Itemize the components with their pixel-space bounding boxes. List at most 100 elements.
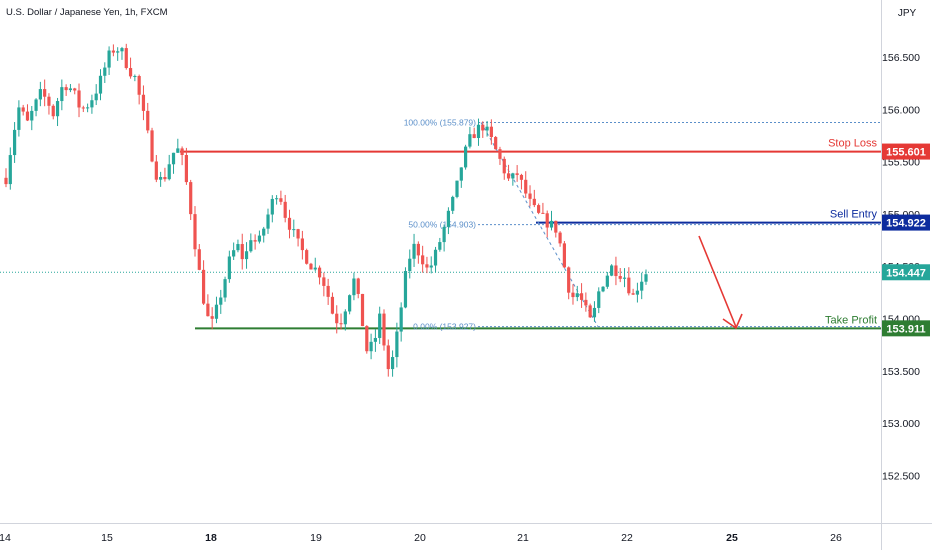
candle-body: [335, 313, 339, 324]
candle-body: [214, 304, 219, 319]
candle-body: [322, 277, 326, 286]
candle-body: [515, 173, 519, 175]
candle-body: [296, 229, 300, 239]
level-label: Stop Loss: [828, 138, 877, 150]
candle-body: [592, 307, 597, 318]
candle-body: [618, 276, 622, 279]
candle-body: [210, 316, 214, 319]
candle-body: [184, 155, 189, 183]
candle-body: [558, 232, 562, 244]
candle-body: [511, 173, 515, 179]
candle-body: [116, 51, 120, 53]
time-axis-ticks: 14 15 18 19 20 21 22 25 26: [0, 532, 842, 544]
candle-body: [532, 198, 536, 206]
price-tags: 155.601 154.922 153.911 154.447: [882, 143, 930, 337]
candle-body: [416, 243, 420, 256]
candle-body: [81, 107, 85, 109]
trade-levels: Stop Loss Sell Entry Take Profit: [0, 138, 881, 330]
candle-body: [111, 50, 115, 53]
candle-body: [597, 291, 601, 308]
candle-body: [463, 146, 468, 168]
candle-body: [305, 250, 309, 264]
candle-body: [103, 67, 107, 76]
candle-body: [154, 161, 158, 180]
candle-body: [644, 274, 648, 282]
x-tick-label: 14: [0, 532, 11, 544]
candle-body: [17, 107, 21, 130]
candle-body: [55, 101, 60, 117]
fib-level-label: 50.00% (154.903): [408, 220, 476, 230]
candle-body: [421, 255, 425, 265]
candle-body: [189, 182, 193, 215]
candle-body: [180, 148, 184, 156]
candle-body: [610, 265, 614, 276]
candle-body: [545, 213, 549, 228]
candle-body: [266, 214, 270, 229]
candle-body: [249, 240, 253, 252]
candle-body: [395, 331, 399, 358]
candle-body: [326, 285, 330, 297]
candle-body: [236, 244, 240, 251]
candle-body: [352, 278, 356, 296]
candle-body: [588, 305, 592, 318]
candle-body: [343, 311, 347, 325]
candle-body: [429, 265, 433, 268]
candle-body: [348, 295, 352, 312]
level-label: Sell Entry: [830, 209, 878, 221]
candle-body: [365, 326, 369, 352]
candle-body: [575, 293, 579, 298]
y-tick-label: 155.500: [882, 157, 920, 169]
candle-body: [524, 179, 528, 194]
candle-body: [403, 271, 408, 308]
candle-body: [300, 238, 304, 251]
x-tick-label: 18: [205, 532, 217, 544]
level-label: Take Profit: [825, 314, 877, 326]
candle-body: [360, 293, 365, 327]
candle-body: [60, 87, 64, 102]
candle-body: [485, 126, 489, 131]
fibonacci-retracement: 100.00% (155.879) 50.00% (154.903) 0.00% (…: [404, 117, 881, 332]
candle-body: [631, 293, 635, 295]
candle-body: [77, 90, 81, 108]
chart-title: U.S. Dollar / Japanese Yen, 1h, FXCM: [6, 7, 168, 18]
candle-body: [176, 148, 180, 153]
candle-body: [86, 107, 90, 109]
candles: [4, 43, 648, 377]
candle-body: [635, 290, 640, 295]
candle-body: [287, 217, 292, 230]
arrow-head-icon: [722, 313, 743, 330]
candle-body: [8, 155, 12, 185]
x-tick-label: 26: [830, 532, 842, 544]
candle-body: [90, 100, 94, 108]
candle-body: [640, 281, 644, 291]
candle-body: [506, 173, 511, 179]
y-tick-label: 156.500: [882, 52, 920, 64]
candle-body: [378, 313, 382, 338]
candle-body: [223, 279, 227, 298]
price-tag-value: 154.447: [886, 267, 926, 279]
x-tick-label: 20: [414, 532, 426, 544]
candle-body: [279, 198, 283, 202]
candle-body: [146, 110, 150, 131]
candle-body: [446, 210, 451, 227]
candle-body: [262, 228, 266, 236]
x-tick-label: 22: [621, 532, 633, 544]
y-tick-label: 156.000: [882, 104, 920, 116]
candle-body: [292, 229, 296, 231]
candle-body: [627, 277, 631, 294]
candle-body: [47, 96, 51, 106]
candle-body: [356, 278, 360, 294]
candle-body: [64, 87, 68, 91]
price-tag: [882, 143, 930, 160]
candle-body: [283, 201, 287, 218]
candle-body: [567, 267, 571, 293]
candle-body: [317, 267, 322, 278]
candle-body: [34, 99, 38, 111]
candle-body: [562, 243, 566, 268]
candle-body: [150, 130, 154, 162]
candle-body: [21, 107, 25, 112]
candle-body: [442, 226, 446, 243]
candle-body: [459, 167, 463, 181]
candle-body: [622, 277, 627, 279]
